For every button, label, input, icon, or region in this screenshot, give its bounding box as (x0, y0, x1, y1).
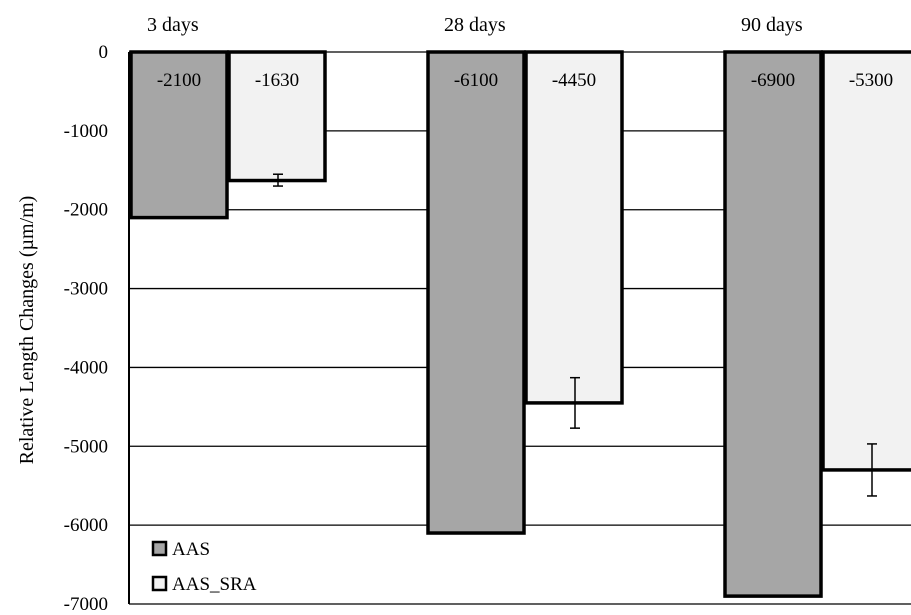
bar (129, 50, 229, 220)
data-label: -5300 (849, 70, 893, 91)
bar (426, 50, 526, 535)
bar (821, 50, 911, 472)
legend-label: AAS (172, 539, 210, 560)
bar (524, 50, 624, 405)
data-label: -2100 (157, 70, 201, 91)
y-tick-label: -2000 (64, 200, 108, 221)
y-tick-label: -7000 (64, 594, 108, 615)
data-label: -1630 (255, 70, 299, 91)
legend-swatch (151, 575, 168, 592)
bars (129, 50, 911, 598)
y-axis-title: Relative Length Changes (µm/m) (16, 196, 38, 465)
y-axis: 0 -1000 -2000 -3000 -4000 -5000 -6000 -7000 Rela… (16, 42, 130, 615)
y-tick-label: -4000 (64, 357, 108, 378)
bar (227, 50, 327, 183)
legend-swatch (151, 540, 168, 557)
category-label: 3 days (147, 14, 199, 36)
y-tick-label: -6000 (64, 515, 108, 536)
y-tick-label: 0 (99, 42, 109, 63)
category-label: 90 days (741, 14, 803, 36)
bar (723, 50, 823, 598)
y-tick-label: -1000 (64, 121, 108, 142)
legend: AAS AAS_SRA (151, 539, 257, 595)
legend-label: AAS_SRA (172, 574, 257, 595)
category-label: 28 days (444, 14, 506, 36)
y-tick-label: -5000 (64, 436, 108, 457)
data-label: -6100 (454, 70, 498, 91)
y-tick-label: -3000 (64, 279, 108, 300)
labels: 3 days -2100 -1630 28 days -6100 -4450 90 days… (147, 14, 893, 91)
data-label: -4450 (552, 70, 596, 91)
data-label: -6900 (751, 70, 795, 91)
